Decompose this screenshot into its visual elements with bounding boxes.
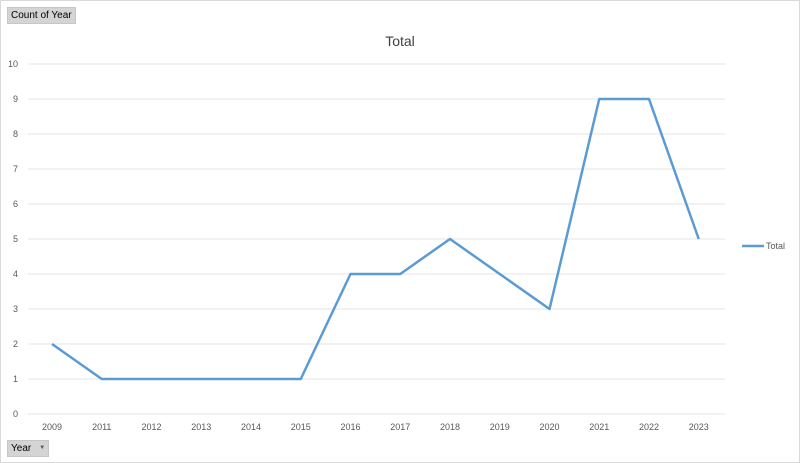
x-tick-label: 2023 (689, 422, 709, 432)
y-tick-label: 2 (13, 339, 18, 349)
y-tick-label: 1 (13, 374, 18, 384)
x-tick-label: 2011 (92, 422, 111, 432)
y-tick-label: 10 (8, 59, 18, 69)
series-line-total[interactable] (51, 97, 700, 381)
legend-label-total: Total (766, 241, 785, 251)
x-tick-label: 2021 (589, 422, 609, 432)
y-tick-label: 0 (13, 409, 18, 419)
x-axis-ticks: 2009 2011 2012 2013 2014 2015 2016 2017 2018 2019… (42, 422, 709, 432)
x-tick-label: 2019 (490, 422, 510, 432)
data-point[interactable] (596, 96, 602, 102)
y-axis-ticks: 0 1 2 3 4 5 6 7 8 9 10 (8, 59, 18, 419)
y-tick-label: 7 (13, 164, 18, 174)
x-tick-label: 2012 (141, 422, 161, 432)
chart-title: Total (385, 33, 415, 49)
dropdown-arrow-icon: ▼ (39, 445, 46, 451)
y-tick-label: 3 (13, 304, 18, 314)
data-point[interactable] (149, 376, 155, 382)
data-point[interactable] (298, 376, 304, 382)
count-of-year-field-button[interactable]: Count of Year (7, 7, 76, 24)
data-point[interactable] (447, 236, 453, 242)
data-point[interactable] (547, 306, 553, 312)
x-tick-label: 2016 (340, 422, 360, 432)
gridlines (28, 63, 725, 415)
year-label: Year (11, 443, 32, 455)
year-field-button[interactable]: Year ▼ (7, 440, 50, 457)
data-point[interactable] (696, 236, 702, 242)
data-point[interactable] (198, 376, 204, 382)
y-tick-label: 4 (13, 269, 18, 279)
data-point[interactable] (646, 96, 652, 102)
x-tick-label: 2017 (390, 422, 410, 432)
x-tick-label: 2020 (539, 422, 559, 432)
x-tick-label: 2022 (639, 422, 659, 432)
data-point[interactable] (497, 271, 503, 277)
data-point[interactable] (348, 271, 354, 277)
data-point[interactable] (248, 376, 254, 382)
x-tick-label: 2013 (191, 422, 211, 432)
legend[interactable]: Total (742, 241, 785, 251)
x-tick-label: 2009 (42, 422, 62, 432)
y-tick-label: 5 (13, 234, 18, 244)
data-point[interactable] (99, 376, 105, 382)
data-point[interactable] (49, 341, 55, 347)
count-of-year-label: Count of Year (11, 10, 72, 21)
series-layer (49, 96, 702, 382)
y-tick-label: 9 (13, 94, 18, 104)
y-tick-label: 6 (13, 199, 18, 209)
x-tick-label: 2014 (241, 422, 261, 432)
y-tick-label: 8 (13, 129, 18, 139)
data-point[interactable] (397, 271, 403, 277)
x-tick-label: 2015 (291, 422, 311, 432)
x-tick-label: 2018 (440, 422, 460, 432)
